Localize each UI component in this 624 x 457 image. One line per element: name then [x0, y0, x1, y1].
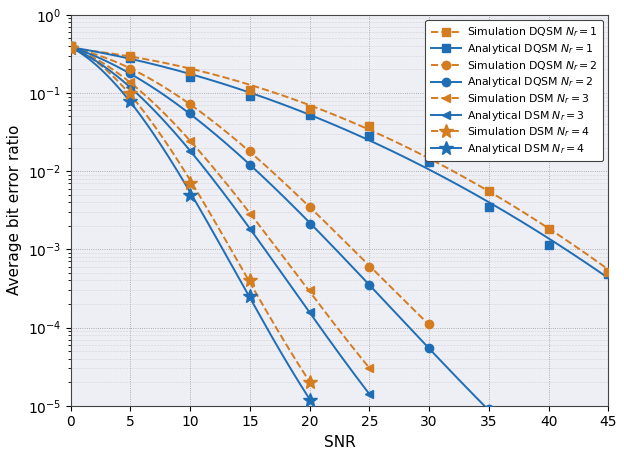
Legend: Simulation DQSM $N_r = 1$, Analytical DQSM $N_r = 1$, Simulation DQSM $N_r = 2$,: Simulation DQSM $N_r = 1$, Analytical DQ… — [426, 20, 603, 161]
Y-axis label: Average bit error ratio: Average bit error ratio — [7, 125, 22, 295]
X-axis label: SNR: SNR — [324, 435, 356, 450]
